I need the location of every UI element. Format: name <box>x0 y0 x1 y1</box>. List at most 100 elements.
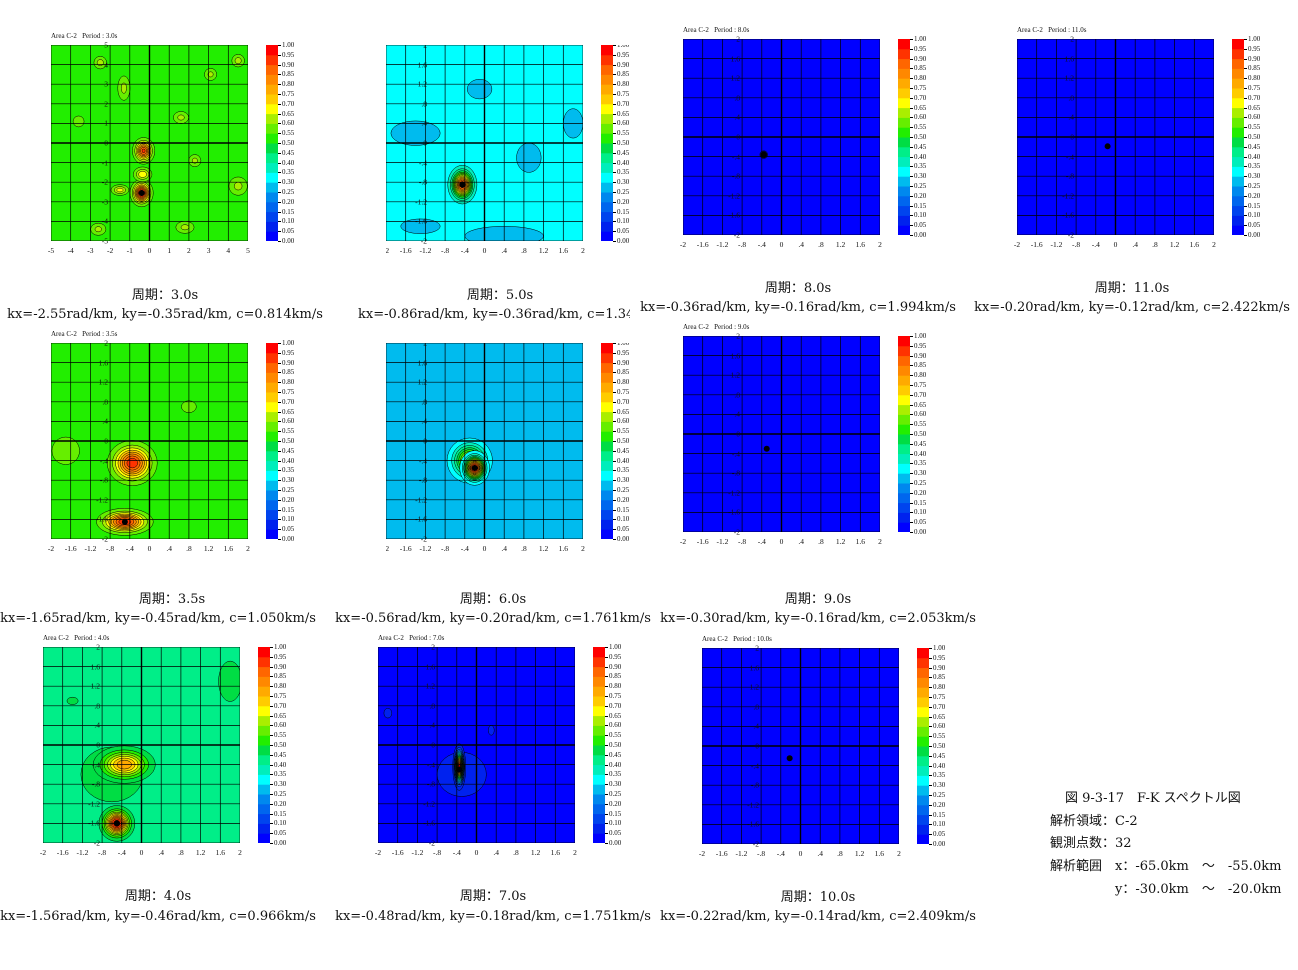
x-tick-label: 1.6 <box>550 848 560 857</box>
plot-title: Area C-2 Period : 3.0s <box>51 32 118 40</box>
x-tick-label: 1.6 <box>874 849 884 858</box>
colorbar-tick <box>929 814 932 816</box>
colorbar-label: 0.85 <box>1248 64 1261 73</box>
colorbar-tick <box>270 705 273 707</box>
colorbar-label: 0.70 <box>914 93 927 102</box>
contour-level <box>121 82 127 94</box>
colorbar-band <box>601 182 613 193</box>
x-tick-label: 1.6 <box>558 246 568 255</box>
colorbar-tick <box>1244 137 1247 138</box>
colorbar-band <box>258 656 270 668</box>
colorbar-label: 0.70 <box>617 99 630 108</box>
fk-panel-9-0s: Area C-2 Period : 9.0s 2 1.6 1.2.8.4 0 -.4 -.8… <box>680 323 943 566</box>
colorbar-tick <box>1244 156 1247 158</box>
colorbar-label: 0.55 <box>282 129 295 138</box>
colorbar-band <box>266 45 278 56</box>
fk-panel-4-0s: Area C-2 Period : 4.0s 2 1.6 1.2.8.4 0 -.4 -.8… <box>40 634 303 877</box>
colorbar-tick <box>929 824 932 826</box>
colorbar-tick <box>278 490 281 491</box>
colorbar-label: 0.05 <box>274 829 287 838</box>
colorbar-label: 0.50 <box>933 742 946 750</box>
colorbar-label: 1.00 <box>1248 35 1261 43</box>
colorbar-band <box>601 84 613 95</box>
y-tick-label: -1.2 <box>96 495 108 505</box>
y-tick-label: -1.6 <box>415 514 427 524</box>
colorbar-band <box>898 336 910 347</box>
colorbar-label: 0.20 <box>282 197 295 206</box>
colorbar-label: 0.15 <box>609 809 622 818</box>
colorbar-band <box>898 156 910 167</box>
colorbar-band <box>1232 88 1244 99</box>
colorbar-tick <box>613 460 616 462</box>
colorbar-band <box>258 696 270 707</box>
x-tick-label: -2 <box>679 240 687 249</box>
y-tick-label: 1.2 <box>1064 73 1074 83</box>
x-tick-label: .4 <box>501 544 507 553</box>
colorbar-band <box>898 522 910 532</box>
x-tick-label: -1.6 <box>64 544 77 553</box>
x-tick-label: 0 <box>139 848 144 857</box>
x-tick-label: -.8 <box>738 537 747 546</box>
y-tick-label: 0 <box>423 436 427 446</box>
colorbar-band <box>593 833 605 843</box>
plot-title: Area C-2 Period : 10.0s <box>702 635 772 643</box>
y-tick-label: 4 <box>104 60 108 70</box>
result-caption: kx=-0.20rad/km, ky=-0.12rad/km, c=2.422k… <box>974 300 1290 315</box>
x-tick-label: 1.2 <box>1169 240 1180 249</box>
colorbar-label: 0.00 <box>617 237 630 245</box>
y-tick-label: -2 <box>733 230 740 240</box>
colorbar-tick <box>278 352 281 354</box>
colorbar-band <box>917 677 929 688</box>
fk-panel-8-0s: Area C-2 Period : 8.0s 2 1.6 1.2.8.4 0 -.4 -.8… <box>679 26 943 269</box>
colorbar-tick <box>1244 225 1247 227</box>
colorbar-tick <box>278 470 281 472</box>
y-tick-label: -4 <box>101 216 108 226</box>
colorbar-band <box>917 775 929 786</box>
colorbar-label: 0.00 <box>282 237 295 245</box>
colorbar-label: 0.25 <box>617 188 630 196</box>
fk-contour-plot <box>43 647 240 843</box>
fk-panel-6-0s: Area C-2 Period : 6.0s21.61.2.8.40-.4-.8… <box>386 343 630 573</box>
colorbar-tick <box>929 775 932 777</box>
colorbar-band <box>266 103 278 115</box>
colorbar-band <box>917 697 929 708</box>
colorbar-label: 0.45 <box>617 148 630 157</box>
colorbar-tick <box>613 152 616 154</box>
colorbar-tick <box>910 68 913 70</box>
period-caption: 周期：10.0s <box>780 890 856 905</box>
colorbar-band <box>258 813 270 824</box>
colorbar-tick <box>910 186 913 187</box>
colorbar-tick <box>270 696 273 697</box>
colorbar-label: 0.95 <box>914 341 927 350</box>
colorbar-label: 0.45 <box>282 148 295 157</box>
colorbar-label: 0.55 <box>617 129 630 138</box>
colorbar-band <box>601 382 613 393</box>
colorbar-band <box>601 411 613 422</box>
x-tick-label: 1.2 <box>530 848 541 857</box>
x-tick-label: -.8 <box>441 246 450 255</box>
colorbar-tick <box>270 656 273 658</box>
colorbar-tick <box>278 411 281 413</box>
y-tick-label: -1.2 <box>415 197 427 207</box>
y-tick-label: -1.6 <box>415 216 427 226</box>
y-tick-label: 1.2 <box>90 681 100 691</box>
x-tick-label: -.4 <box>460 544 469 553</box>
colorbar-band <box>266 450 278 462</box>
colorbar-label: 0.90 <box>1248 54 1261 63</box>
colorbar-band <box>601 133 613 144</box>
colorbar-tick <box>278 421 281 423</box>
fk-panel-11-0s: Area C-2 Period : 11.0s 2 1.6 1.2.8.4 0 -.4 -.… <box>1014 26 1277 269</box>
colorbar-label: 0.70 <box>1248 93 1261 102</box>
y-tick-label: -.4 <box>99 456 108 466</box>
colorbar-label: 0.55 <box>914 420 927 429</box>
colorbar-tick <box>929 736 932 738</box>
x-tick-label: 1.6 <box>223 544 233 553</box>
y-tick-label: -1.6 <box>1062 210 1074 220</box>
colorbar-band <box>601 231 613 241</box>
colorbar-tick <box>910 78 913 80</box>
y-tick-label: 1.6 <box>98 358 108 368</box>
colorbar-label: 0.45 <box>914 142 927 151</box>
colorbar-band <box>266 401 278 413</box>
colorbar-label: 0.00 <box>617 535 630 543</box>
colorbar-band <box>917 687 929 698</box>
